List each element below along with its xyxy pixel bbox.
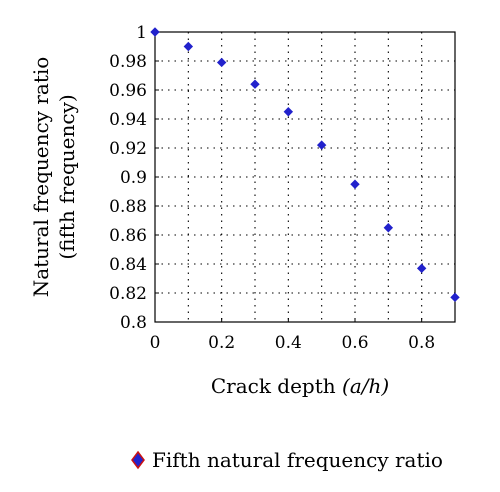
data-point <box>350 179 360 189</box>
y-tick-label: 0.8 <box>120 313 147 333</box>
x-tick-label: 0.4 <box>275 333 302 353</box>
data-point <box>216 57 227 68</box>
x-tick-labels: 0 0.2 0.4 0.6 0.8 <box>150 333 436 353</box>
x-axis-title: Crack depth (a/h) <box>211 374 389 398</box>
legend: Fifth natural frequency ratio <box>131 448 443 472</box>
y-axis-title-line1: Natural frequency ratio <box>29 57 53 298</box>
y-tick-labels: 0.8 0.82 0.84 0.86 0.88 0.9 0.92 0.94 0.96 0.98 1 <box>109 23 147 333</box>
data-point <box>416 263 427 274</box>
legend-label: Fifth natural frequency ratio <box>152 448 443 472</box>
legend-marker <box>131 450 145 470</box>
data-point <box>150 27 160 37</box>
y-tick-label: 0.84 <box>109 255 147 275</box>
y-tick-label: 0.86 <box>109 226 147 246</box>
data-point <box>316 140 327 150</box>
grid-lines <box>155 32 455 322</box>
x-tick-label: 0.6 <box>341 333 368 353</box>
x-axis-unit: (a/h) <box>342 374 389 398</box>
y-tick-label: 0.82 <box>109 284 147 304</box>
x-axis-title-text: Crack depth <box>211 374 336 398</box>
data-point <box>183 41 194 52</box>
data-point <box>250 79 260 89</box>
x-tick-label: 0 <box>150 333 161 353</box>
data-point <box>283 107 294 117</box>
y-tick-label: 0.9 <box>120 168 147 188</box>
y-tick-label: 1 <box>136 23 147 43</box>
data-point <box>383 223 394 233</box>
x-tick-label: 0.2 <box>208 333 235 353</box>
y-tick-label: 0.94 <box>109 110 147 130</box>
y-axis-title: Natural frequency ratio (fifth frequency… <box>29 57 79 298</box>
y-tick-label: 0.88 <box>109 197 147 217</box>
x-tick-label: 0.8 <box>408 333 435 353</box>
y-tick-label: 0.98 <box>109 52 147 72</box>
data-point <box>450 292 460 303</box>
data-points <box>150 27 460 303</box>
y-tick-label: 0.96 <box>109 81 147 101</box>
y-axis-title-line2: (fifth frequency) <box>55 94 79 259</box>
y-tick-label: 0.92 <box>109 139 147 159</box>
